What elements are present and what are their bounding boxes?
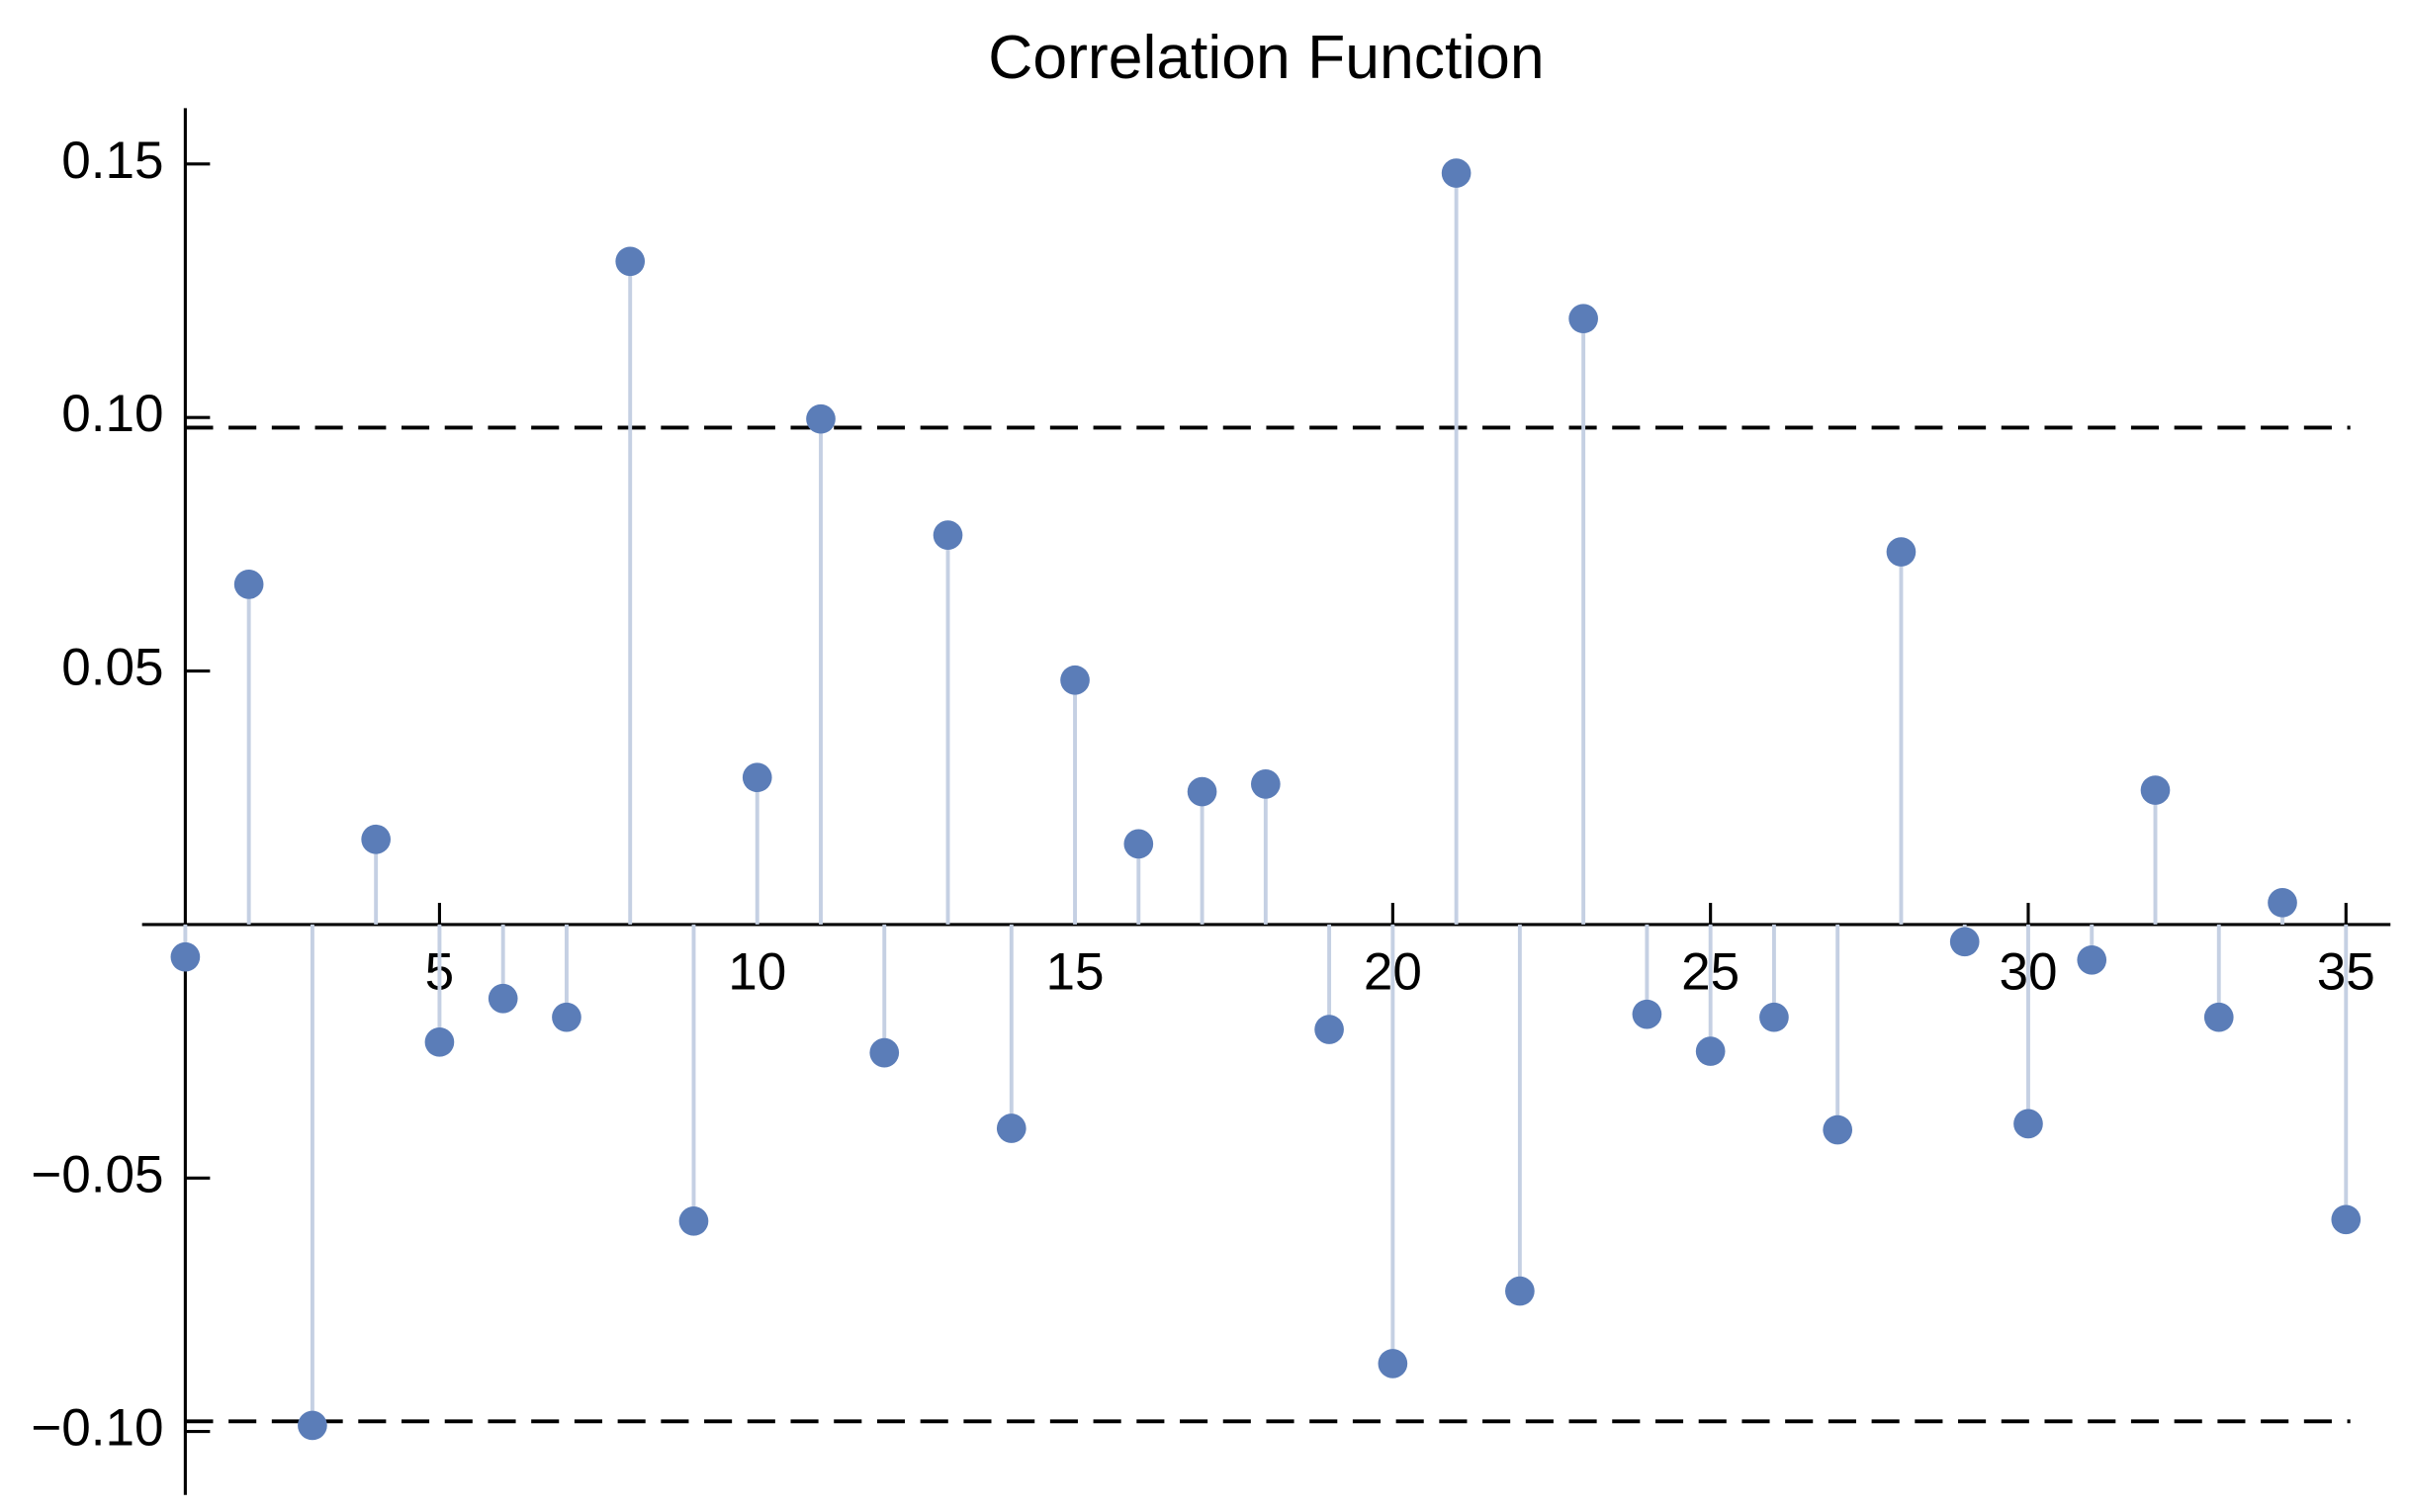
point [2331, 1204, 2362, 1235]
x-tick-label: 15 [1046, 942, 1105, 1001]
y-tick-label: 0.05 [61, 639, 163, 697]
y-tick-label: 0.10 [61, 385, 163, 443]
point [742, 762, 772, 793]
point [1886, 537, 1917, 567]
point [424, 1027, 455, 1057]
point [1505, 1276, 1535, 1306]
point [1949, 927, 1980, 957]
x-tick-label: 10 [728, 942, 786, 1001]
point [233, 570, 264, 599]
point [361, 824, 392, 854]
point [552, 1002, 581, 1032]
point [2013, 1109, 2043, 1139]
point [298, 1410, 327, 1441]
point [869, 1037, 900, 1068]
point [806, 403, 836, 434]
point [1759, 1002, 1789, 1032]
y-tick-label: 0.15 [61, 132, 163, 190]
point [1187, 776, 1217, 807]
y-tick-label: −0.05 [31, 1145, 163, 1203]
point [1568, 304, 1598, 334]
point [1441, 158, 1472, 188]
point [2077, 944, 2107, 975]
chart-title: Correlation Function [988, 23, 1544, 92]
point [488, 983, 518, 1014]
point [1823, 1114, 1853, 1145]
point [1378, 1349, 1408, 1379]
point [1123, 829, 1154, 859]
point [170, 941, 201, 972]
point [933, 520, 963, 550]
point [2203, 1002, 2234, 1032]
point [1314, 1015, 1344, 1044]
point [996, 1113, 1026, 1143]
point [1632, 999, 1662, 1029]
y-tick-label: −0.10 [31, 1399, 163, 1458]
point [1250, 769, 1281, 799]
point [615, 246, 646, 277]
point [678, 1205, 709, 1236]
point [1060, 665, 1090, 695]
point [2140, 775, 2171, 805]
point [1695, 1036, 1726, 1066]
point [2268, 888, 2297, 918]
